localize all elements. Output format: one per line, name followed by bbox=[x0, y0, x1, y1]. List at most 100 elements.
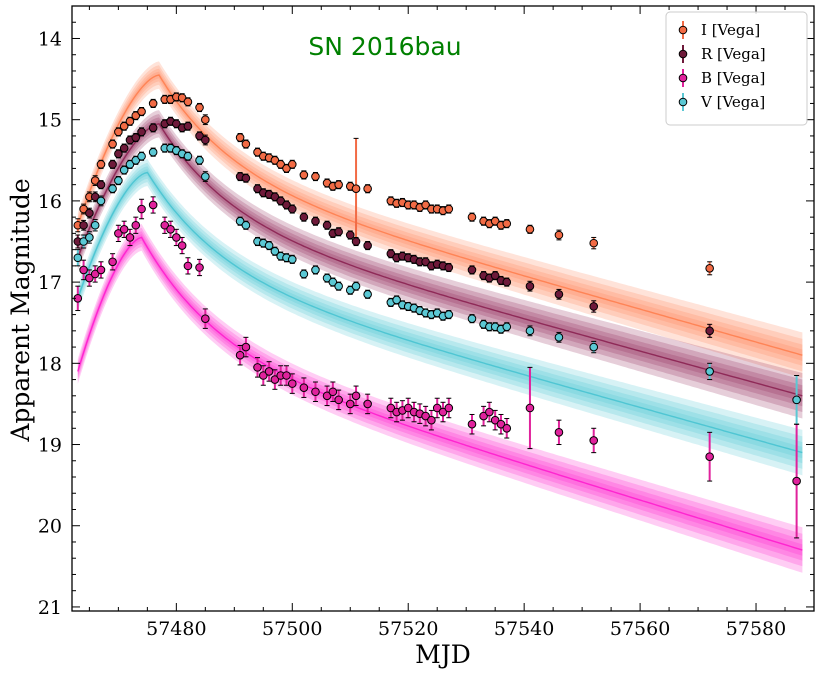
data-point-v bbox=[467, 314, 477, 323]
data-point-r bbox=[311, 216, 320, 226]
data-point-b bbox=[114, 229, 123, 238]
data-point-v bbox=[270, 246, 280, 256]
data-point-v bbox=[79, 237, 88, 246]
x-tick-label: 57560 bbox=[610, 618, 670, 640]
y-tick-label: 14 bbox=[38, 28, 62, 50]
y-tick-label: 20 bbox=[38, 516, 62, 538]
data-point-r bbox=[490, 271, 500, 280]
model-band-layer bbox=[77, 159, 803, 476]
x-tick-label: 57500 bbox=[262, 618, 322, 640]
data-point-b bbox=[444, 403, 454, 413]
data-point-v bbox=[73, 253, 83, 263]
data-point-v bbox=[392, 295, 401, 305]
data-point-v bbox=[334, 281, 343, 291]
data-point-r bbox=[334, 227, 343, 237]
plot-frame bbox=[71, 5, 815, 612]
series-r bbox=[73, 116, 714, 338]
data-point-r bbox=[589, 302, 599, 311]
model-band-r bbox=[77, 110, 803, 419]
data-point-i bbox=[235, 133, 245, 142]
y-tick-label: 17 bbox=[38, 272, 62, 294]
data-point-b bbox=[496, 419, 506, 429]
data-point-b bbox=[363, 399, 372, 409]
model-band-layer bbox=[77, 227, 803, 567]
model-band-layer bbox=[77, 68, 803, 366]
model-band-v bbox=[77, 159, 803, 476]
axis-ticks: 57480 57500 57520 57540 57560 57580 14 15 16 17 18… bbox=[38, 6, 815, 640]
x-axis-label: MJD bbox=[415, 640, 471, 669]
data-point-v bbox=[287, 255, 297, 264]
data-point-i bbox=[287, 160, 297, 169]
data-point-i bbox=[467, 212, 477, 222]
data-point-v bbox=[705, 367, 714, 376]
data-point-r bbox=[705, 326, 714, 336]
data-point-v bbox=[311, 265, 320, 275]
x-tick-label: 57480 bbox=[146, 618, 206, 640]
data-point-b bbox=[235, 350, 245, 360]
data-point-b bbox=[345, 399, 355, 409]
legend-marker bbox=[678, 73, 688, 83]
data-point-b bbox=[427, 415, 436, 425]
data-point-r bbox=[137, 127, 146, 137]
data-point-v bbox=[114, 176, 123, 185]
chart-title: SN 2016bau bbox=[308, 32, 461, 61]
data-point-r bbox=[345, 230, 355, 240]
data-point-b bbox=[467, 419, 477, 429]
data-point-i bbox=[334, 180, 343, 189]
data-point-r bbox=[96, 180, 106, 189]
data-point-b bbox=[79, 265, 88, 275]
data-point-i bbox=[108, 139, 117, 149]
data-point-i bbox=[125, 117, 135, 126]
data-point-v bbox=[792, 395, 801, 405]
model-median-line bbox=[77, 74, 803, 356]
data-point-r bbox=[241, 173, 251, 183]
model-band-layer bbox=[77, 224, 803, 573]
data-point-v bbox=[195, 155, 204, 165]
y-tick-label: 21 bbox=[38, 597, 62, 619]
model-band-b bbox=[77, 224, 803, 573]
model-median-line bbox=[77, 123, 803, 397]
data-point-b bbox=[490, 415, 500, 425]
data-point-i bbox=[311, 172, 320, 181]
model-band-layer bbox=[77, 65, 803, 372]
data-point-i bbox=[241, 139, 251, 149]
data-point-r bbox=[322, 220, 332, 230]
legend-marker bbox=[678, 49, 688, 59]
data-point-b bbox=[479, 411, 488, 421]
data-point-b bbox=[183, 261, 193, 271]
data-point-r bbox=[525, 281, 535, 291]
data-point-i bbox=[705, 264, 714, 273]
data-point-v bbox=[148, 147, 158, 157]
data-point-i bbox=[554, 230, 564, 240]
data-point-r bbox=[108, 160, 117, 169]
data-point-v bbox=[137, 151, 146, 161]
legend: I [Vega] R [Vega] B [Vega] V [Vega] bbox=[665, 11, 808, 126]
data-point-r bbox=[183, 121, 193, 131]
model-band-layer bbox=[77, 71, 803, 361]
y-axis-label: Apparent Magnitude bbox=[6, 178, 35, 442]
data-point-b bbox=[201, 314, 210, 323]
data-point-v bbox=[299, 269, 309, 279]
legend-label-v: V [Vega] bbox=[700, 93, 765, 111]
legend-entry-i: I [Vega] bbox=[678, 21, 760, 39]
data-point-b bbox=[96, 265, 106, 275]
model-band-layer bbox=[77, 166, 803, 464]
data-point-b bbox=[148, 200, 158, 210]
data-point-r bbox=[90, 192, 100, 202]
legend-entry-b: B [Vega] bbox=[678, 69, 765, 87]
data-point-b bbox=[485, 407, 494, 417]
legend-label-r: R [Vega] bbox=[701, 45, 766, 63]
data-point-b bbox=[502, 423, 512, 433]
data-point-b bbox=[282, 371, 291, 380]
data-point-v bbox=[108, 184, 117, 194]
data-points bbox=[73, 92, 801, 539]
model-band-layer bbox=[77, 117, 803, 407]
data-point-i bbox=[363, 184, 372, 194]
data-point-i bbox=[148, 99, 158, 108]
data-point-v bbox=[183, 151, 193, 161]
y-tick-label: 15 bbox=[38, 110, 62, 132]
data-point-i bbox=[183, 97, 193, 107]
data-point-i bbox=[444, 204, 454, 214]
data-point-r bbox=[119, 143, 129, 153]
data-point-v bbox=[589, 342, 599, 352]
